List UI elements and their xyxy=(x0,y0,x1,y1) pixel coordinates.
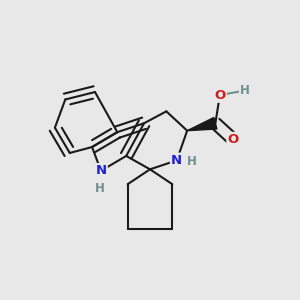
Text: O: O xyxy=(228,133,239,146)
Text: N: N xyxy=(171,154,182,167)
Text: H: H xyxy=(94,182,104,194)
Text: H: H xyxy=(187,155,197,168)
Text: H: H xyxy=(240,84,250,97)
Text: N: N xyxy=(95,164,106,177)
Text: O: O xyxy=(214,88,226,101)
Polygon shape xyxy=(187,118,217,131)
